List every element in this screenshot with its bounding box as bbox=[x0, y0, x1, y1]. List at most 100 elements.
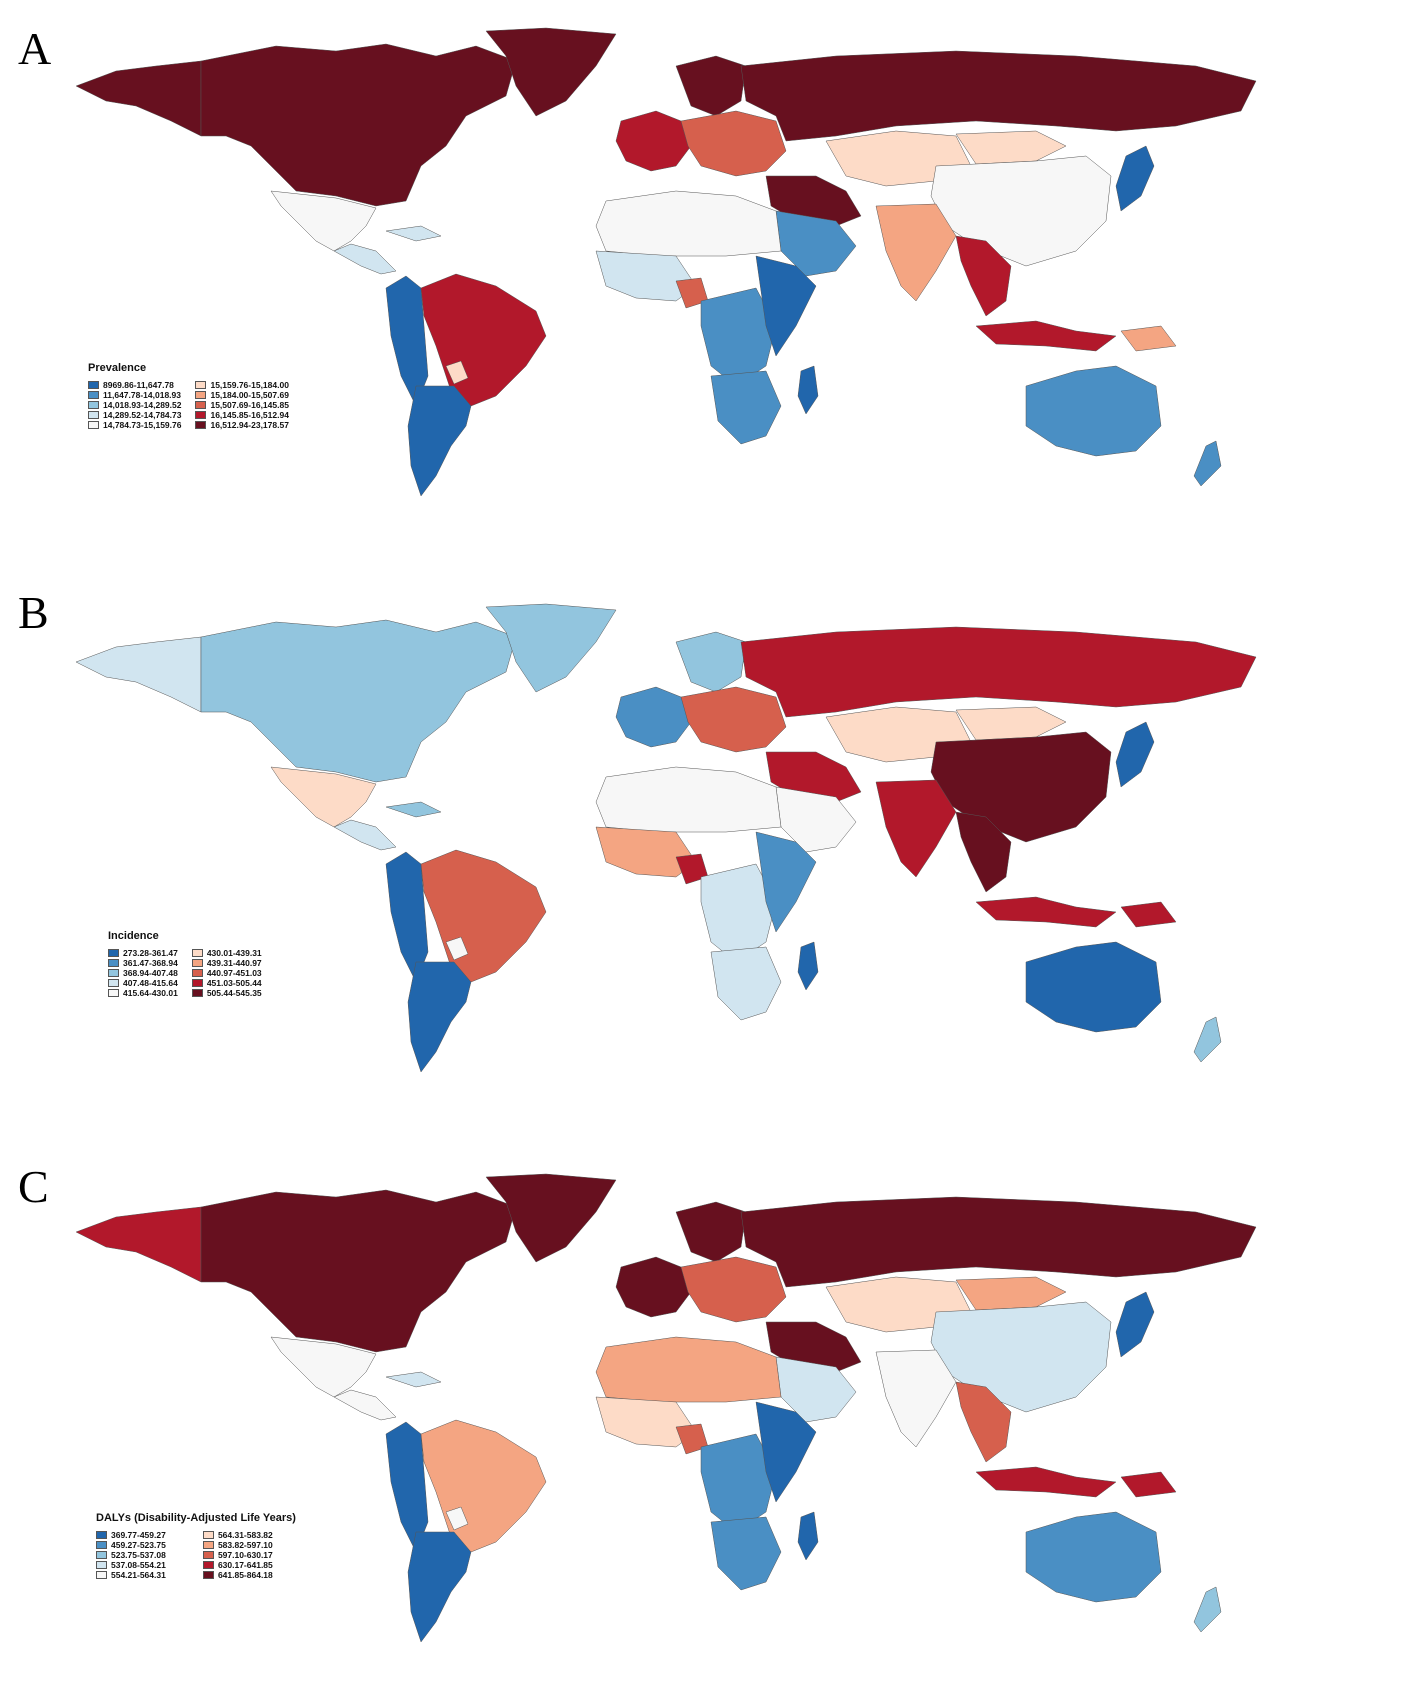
legend-item: 505.44-545.35 bbox=[191, 988, 262, 998]
panel-letter: B bbox=[18, 587, 49, 638]
legend-swatch bbox=[202, 1551, 214, 1559]
region-russia bbox=[740, 626, 1257, 718]
legend-title: Prevalence bbox=[88, 362, 147, 374]
region-western-europe bbox=[615, 1256, 692, 1318]
region-south-america-west bbox=[385, 851, 429, 983]
world-map bbox=[76, 27, 1257, 497]
region-east-africa bbox=[755, 1401, 817, 1503]
legend-grid: 369.77-459.27 564.31-583.82 459.27-523.75 5… bbox=[96, 1530, 296, 1580]
legend-title: DALYs (Disability-Adjusted Life Years) bbox=[96, 1512, 296, 1524]
region-china bbox=[930, 731, 1112, 843]
legend: Prevalence 8969.86-11,647.78 15,159.76-15… bbox=[88, 362, 289, 430]
region-western-europe bbox=[615, 686, 692, 748]
legend-swatch bbox=[88, 421, 99, 429]
region-southern-africa bbox=[710, 946, 782, 1021]
region-greenland bbox=[485, 1173, 617, 1263]
region-australia bbox=[1025, 1511, 1162, 1603]
region-north-america bbox=[200, 619, 517, 783]
legend-swatch bbox=[108, 949, 119, 957]
region-png bbox=[1120, 1471, 1177, 1498]
region-south-america-west bbox=[385, 1421, 429, 1553]
region-madagascar bbox=[797, 941, 819, 991]
region-alaska bbox=[76, 60, 202, 137]
legend-swatch bbox=[195, 391, 207, 399]
legend-item: 554.21-564.31 bbox=[96, 1570, 189, 1580]
legend-item: 440.97-451.03 bbox=[191, 968, 262, 978]
legend-swatch bbox=[195, 381, 207, 389]
region-central-america bbox=[333, 819, 397, 851]
region-mongolia bbox=[955, 706, 1067, 741]
legend-swatch bbox=[88, 411, 99, 419]
region-eastern-europe bbox=[680, 1256, 787, 1323]
region-mexico bbox=[270, 190, 377, 252]
region-scandinavia bbox=[675, 55, 747, 117]
region-eastern-europe bbox=[680, 110, 787, 177]
region-madagascar bbox=[797, 1511, 819, 1561]
legend-item: 273.28-361.47 bbox=[108, 948, 178, 958]
legend-grid: 273.28-361.47 430.01-439.31 361.47-368.94 4… bbox=[108, 948, 262, 998]
region-paraguay bbox=[445, 936, 469, 961]
legend-swatch bbox=[202, 1531, 214, 1539]
region-west-africa bbox=[595, 250, 697, 302]
region-new-zealand bbox=[1193, 1586, 1222, 1633]
region-north-africa bbox=[595, 1336, 782, 1403]
legend-label: 415.64-430.01 bbox=[123, 988, 178, 998]
region-north-africa bbox=[595, 190, 782, 257]
legend-label: 14,289.52-14,784.73 bbox=[103, 410, 182, 420]
region-east-africa bbox=[755, 831, 817, 933]
legend-label: 11,647.78-14,018.93 bbox=[103, 390, 181, 400]
region-mongolia bbox=[955, 130, 1067, 165]
legend-swatch bbox=[88, 401, 99, 409]
legend-swatch bbox=[108, 959, 119, 967]
region-scandinavia bbox=[675, 1201, 747, 1263]
region-caribbean bbox=[385, 801, 442, 818]
legend-item: 16,145.85-16,512.94 bbox=[195, 410, 289, 420]
region-western-europe bbox=[615, 110, 692, 172]
legend-swatch bbox=[88, 391, 99, 399]
region-japan bbox=[1115, 721, 1155, 788]
legend-item: 15,184.00-15,507.69 bbox=[195, 390, 289, 400]
region-caribbean bbox=[385, 225, 442, 242]
legend-item: 564.31-583.82 bbox=[202, 1530, 296, 1540]
region-greenland bbox=[485, 27, 617, 117]
region-indonesia bbox=[975, 896, 1117, 928]
region-india bbox=[875, 1349, 957, 1448]
region-russia bbox=[740, 1196, 1257, 1288]
legend-swatch bbox=[108, 969, 119, 977]
legend-title: Incidence bbox=[108, 930, 159, 942]
legend-swatch bbox=[202, 1561, 214, 1569]
region-north-america bbox=[200, 1189, 517, 1353]
region-mongolia bbox=[955, 1276, 1067, 1311]
region-central-america bbox=[333, 1389, 397, 1421]
legend-swatch bbox=[202, 1541, 214, 1549]
legend-swatch bbox=[108, 989, 119, 997]
panel-c: C DALYs (Disability-Adjusted Life Years)… bbox=[0, 1152, 1418, 1702]
region-png bbox=[1120, 325, 1177, 352]
legend-item: 597.10-630.17 bbox=[202, 1550, 296, 1560]
legend-swatch bbox=[96, 1541, 107, 1549]
region-eastern-europe bbox=[680, 686, 787, 753]
legend-label: 361.47-368.94 bbox=[123, 958, 178, 968]
legend-item: 537.08-554.21 bbox=[96, 1560, 189, 1570]
panel-b: B Incidence 273.28-361.47 430.01-439.31 36… bbox=[0, 576, 1418, 1136]
legend-label: 430.01-439.31 bbox=[206, 948, 262, 958]
legend-label: 407.48-415.64 bbox=[123, 978, 178, 988]
region-argentina bbox=[407, 385, 472, 497]
legend-label: 564.31-583.82 bbox=[217, 1530, 273, 1540]
region-alaska bbox=[76, 1206, 202, 1283]
region-australia bbox=[1025, 365, 1162, 457]
region-north-africa bbox=[595, 766, 782, 833]
legend-swatch bbox=[191, 959, 203, 967]
region-japan bbox=[1115, 145, 1155, 212]
region-india bbox=[875, 203, 957, 302]
legend-item: 415.64-430.01 bbox=[108, 988, 178, 998]
legend-label: 554.21-564.31 bbox=[111, 1570, 166, 1580]
region-mexico bbox=[270, 1336, 377, 1398]
legend-item: 14,018.93-14,289.52 bbox=[88, 400, 181, 410]
legend-swatch bbox=[191, 949, 203, 957]
region-paraguay bbox=[445, 1506, 469, 1531]
legend-label: 583.82-597.10 bbox=[217, 1540, 273, 1550]
legend-item: 14,289.52-14,784.73 bbox=[88, 410, 181, 420]
legend-item: 15,507.69-16,145.85 bbox=[195, 400, 289, 410]
legend-item: 523.75-537.08 bbox=[96, 1550, 189, 1560]
